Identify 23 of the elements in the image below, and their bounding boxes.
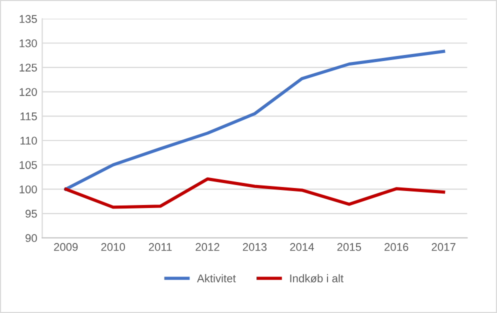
y-tick-label: 95: [26, 210, 37, 218]
y-tick-label: 115: [20, 112, 37, 120]
x-tick-label: 2016: [384, 243, 408, 251]
x-tick-label: 2012: [196, 243, 220, 251]
legend-label: Indkøb i alt: [290, 274, 344, 282]
x-tick-label: 2014: [290, 243, 314, 251]
y-tick-label: 130: [20, 39, 37, 48]
x-tick-label: 2013: [242, 243, 267, 251]
x-tick-label: 2017: [432, 243, 456, 251]
y-tick-label: 125: [20, 64, 37, 72]
x-tick-label: 2011: [148, 243, 172, 251]
x-tick-label: 2009: [54, 243, 78, 251]
y-tick-label: 120: [20, 88, 37, 96]
y-tick-label: 100: [20, 185, 37, 194]
y-tick-label: 135: [20, 15, 37, 23]
y-tick-label: 105: [20, 161, 37, 169]
line-series: [64, 50, 446, 191]
y-tick-label: 110: [20, 136, 37, 145]
x-tick-label: 2010: [101, 243, 125, 251]
legend-label: Aktivitet: [197, 274, 236, 282]
y-tick-label: 90: [26, 234, 37, 242]
line-series: [64, 177, 446, 209]
x-tick-label: 2015: [337, 243, 362, 251]
